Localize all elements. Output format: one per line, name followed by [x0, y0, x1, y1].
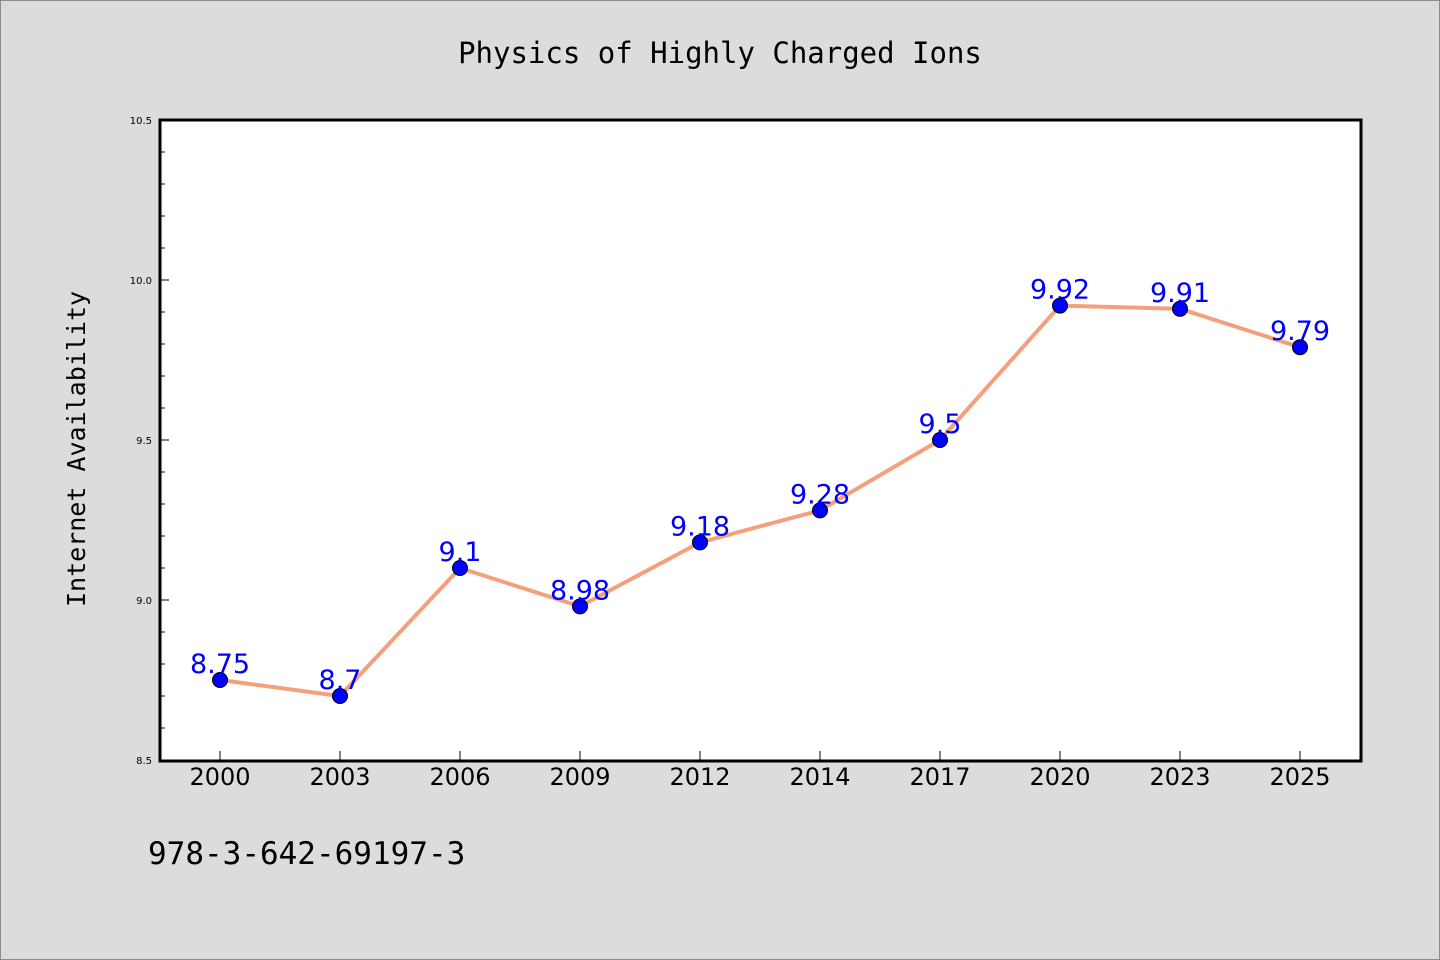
x-tick-label: 2009	[549, 763, 610, 791]
isbn-text: 978-3-642-69197-3	[148, 836, 465, 872]
x-tick-label: 2003	[309, 763, 370, 791]
data-label: 9.1	[439, 537, 482, 568]
data-label: 9.18	[670, 511, 730, 542]
data-label: 9.5	[919, 409, 962, 440]
data-label: 9.91	[1150, 278, 1210, 309]
y-tick-label: 9.0	[136, 596, 152, 607]
x-tick-label: 2025	[1269, 763, 1330, 791]
x-axis: 2000 2003 2006 2009 2012 2014 2017 2020 2023 2025	[189, 751, 1331, 791]
x-tick-label: 2014	[789, 763, 850, 791]
y-tick-label: 10.5	[130, 116, 152, 127]
plot-area	[160, 120, 1361, 761]
x-tick-label: 2006	[429, 763, 490, 791]
x-tick-label: 2023	[1149, 763, 1210, 791]
data-label: 8.98	[550, 575, 610, 606]
data-label: 9.79	[1270, 316, 1330, 347]
y-tick-label: 8.5	[136, 756, 152, 767]
data-label: 9.92	[1030, 275, 1090, 306]
x-tick-label: 2000	[189, 763, 250, 791]
data-point	[572, 598, 588, 615]
data-labels: 8.75 8.7 9.1 8.98 9.18 9.28 9.5 9.92 9.91 9.79	[190, 275, 1330, 696]
plot-border	[158, 118, 1363, 763]
data-point	[812, 502, 828, 519]
x-tick-label: 2012	[669, 763, 730, 791]
data-markers	[212, 297, 1308, 704]
data-point	[1052, 297, 1068, 314]
data-label: 8.75	[190, 649, 250, 680]
y-tick-label: 9.5	[136, 436, 152, 447]
data-point	[692, 534, 708, 551]
data-point	[1292, 339, 1308, 356]
data-point	[932, 432, 948, 448]
data-point	[332, 688, 348, 704]
series-line	[218, 303, 1302, 698]
x-tick-label: 2020	[1029, 763, 1090, 791]
data-label: 9.28	[790, 479, 850, 510]
y-axis-label: Internet Availability	[62, 291, 91, 607]
data-label: 8.7	[319, 665, 362, 696]
chart-title: Physics of Highly Charged Ions	[458, 36, 982, 70]
data-point	[452, 560, 468, 576]
data-point	[1172, 300, 1188, 317]
data-point	[212, 672, 228, 688]
x-tick-label: 2017	[909, 763, 970, 791]
y-tick-label: 10.0	[130, 276, 152, 287]
